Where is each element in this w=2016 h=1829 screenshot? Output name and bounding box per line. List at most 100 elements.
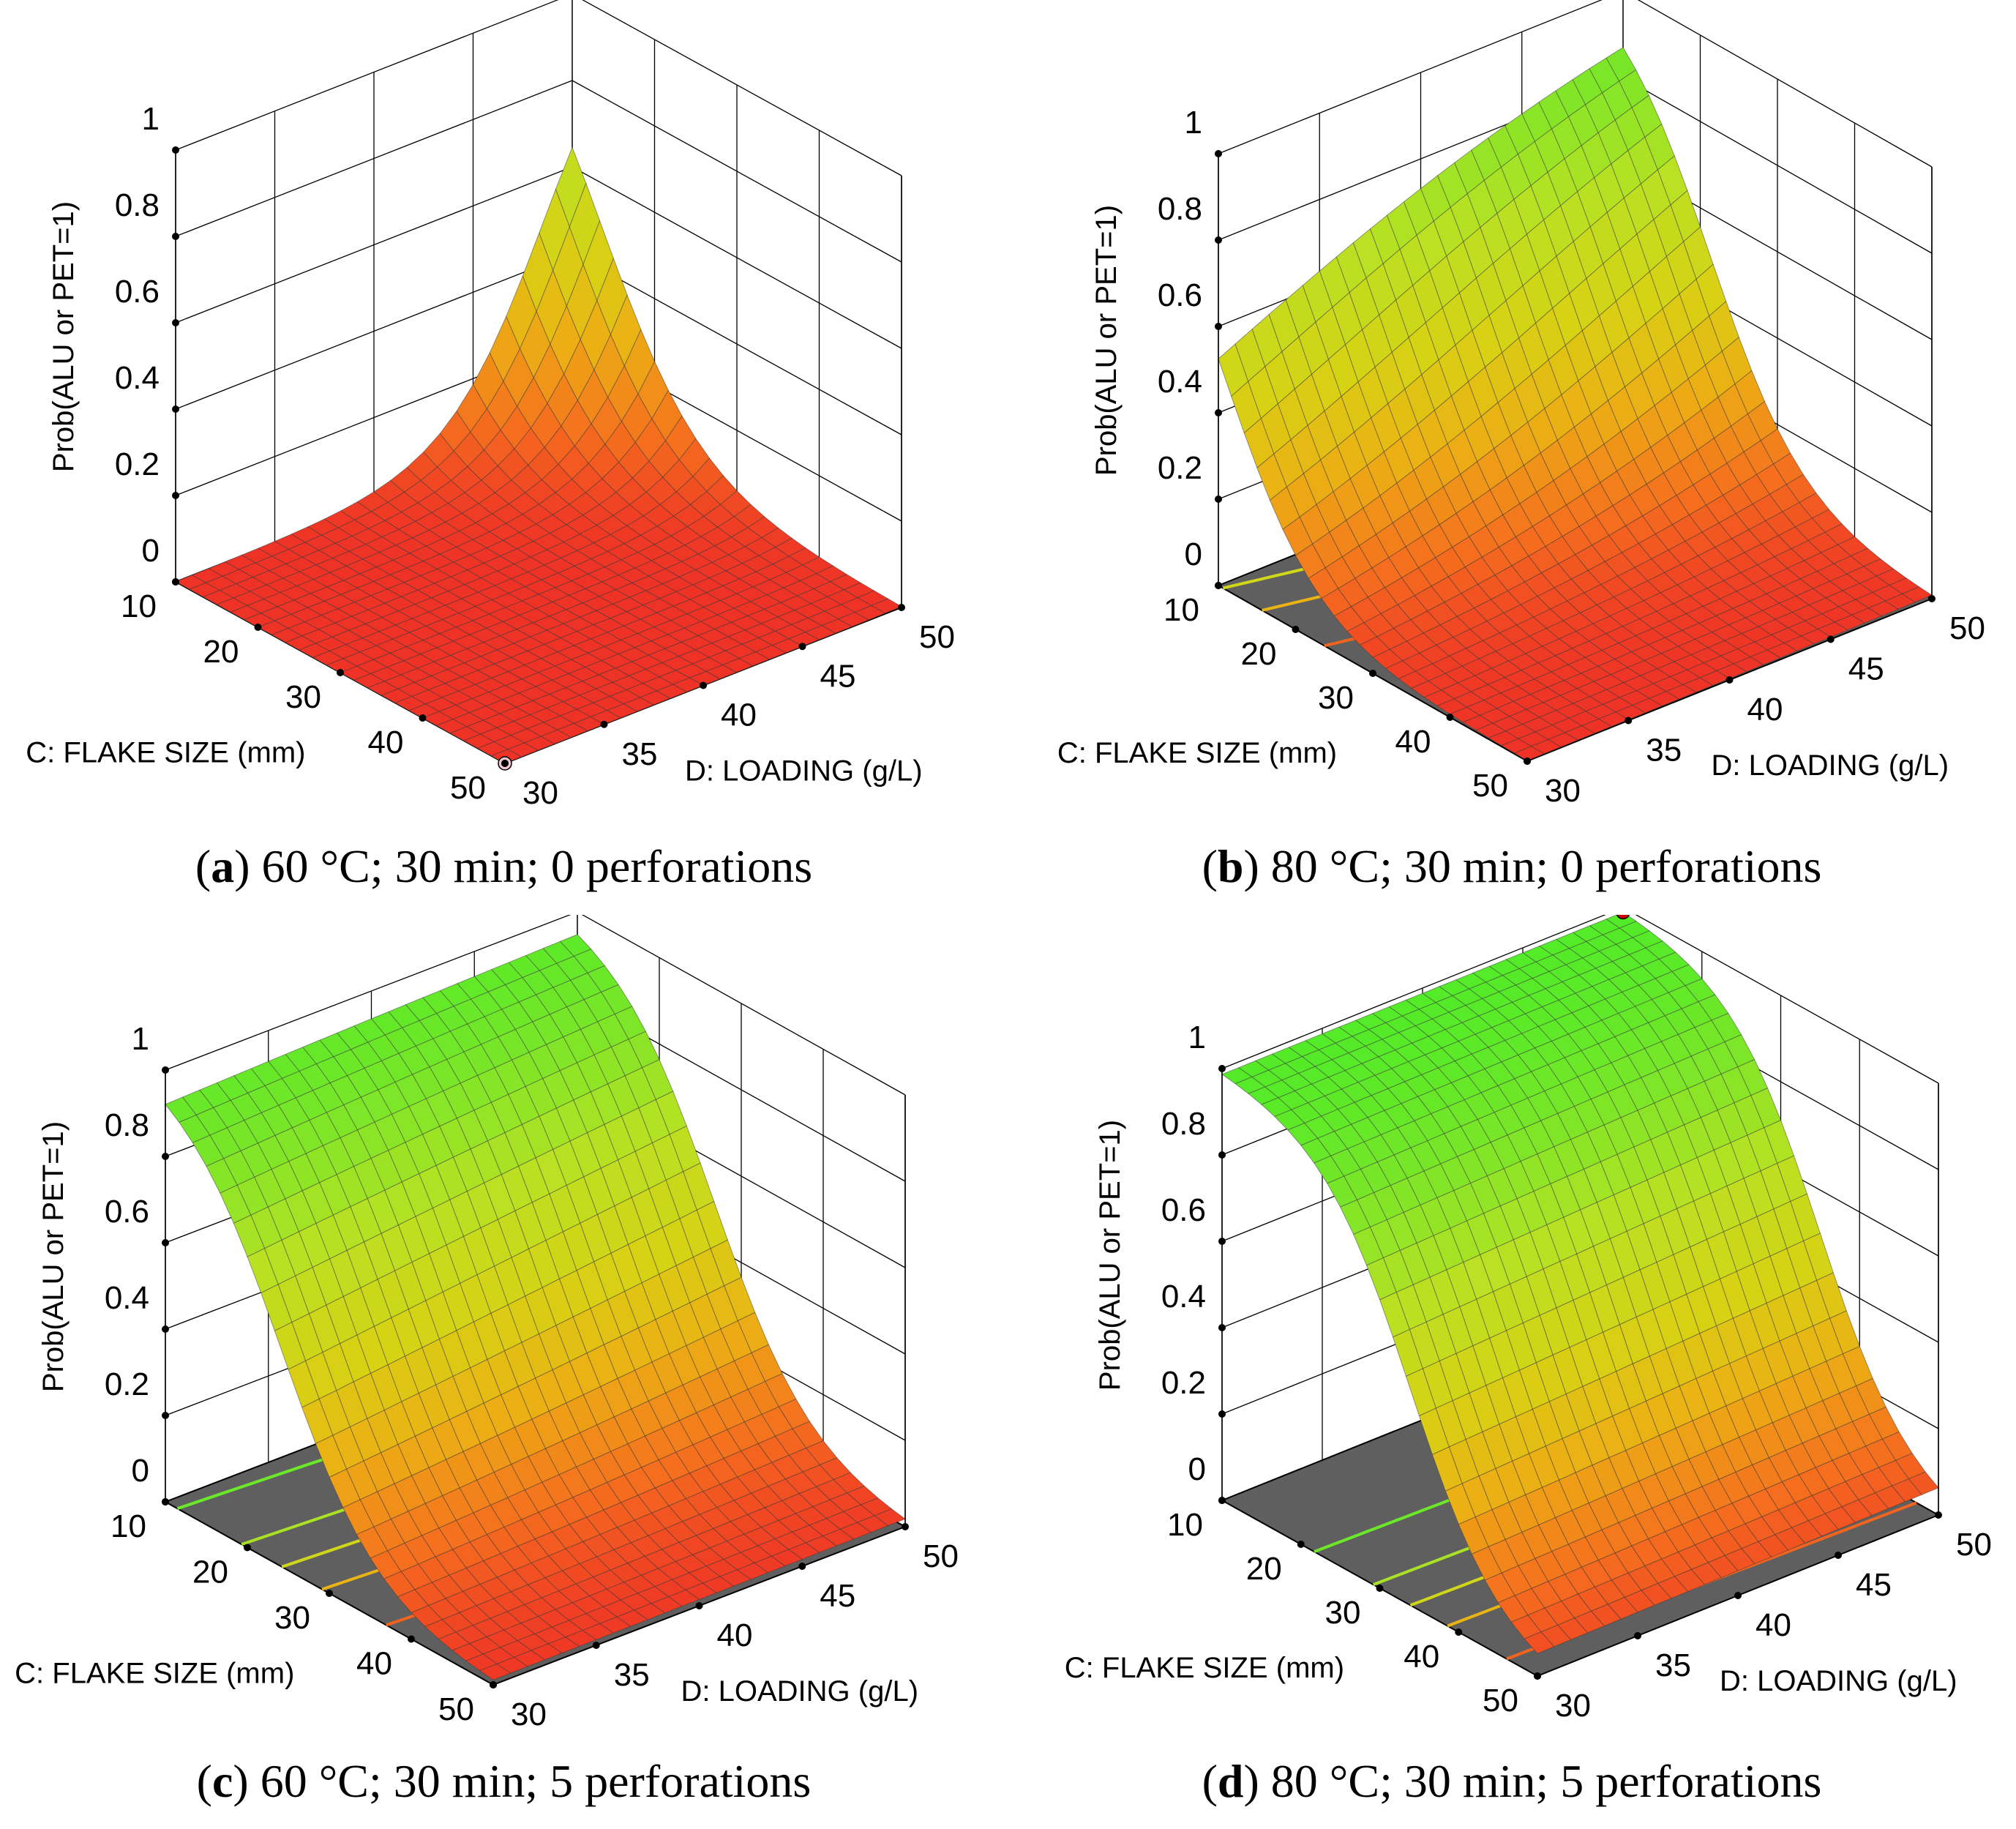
x-tick-label: 10 [1163,592,1199,628]
y-tick-label: 40 [721,697,757,733]
y-tick-label: 45 [820,1578,855,1614]
panel-d-surface [1221,915,1939,1654]
x-axis-label: C: FLAKE SIZE (mm) [26,736,305,768]
x-tick-mark [1292,626,1300,633]
x-axis-label: C: FLAKE SIZE (mm) [1065,1652,1344,1684]
x-tick-label: 30 [1318,680,1354,716]
panel-a-caption: (a) 60 °C; 30 min; 0 perforations [195,840,812,892]
y-tick-label: 45 [1856,1567,1892,1603]
y-tick-mark [798,643,806,651]
y-tick-label: 30 [1555,1688,1591,1724]
z-tick-label: 0.6 [115,274,160,310]
z-tick-label: 0.8 [1158,191,1202,227]
x-tick-label: 30 [1325,1595,1361,1631]
z-tick-mark [162,1239,169,1246]
z-tick-label: 0 [1188,1451,1206,1487]
panel-b-chart: 0 0.2 0.4 0.6 0.8 1 10 20 30 40 50 30 35… [1057,0,1985,892]
panel-a-chart: 0 0.2 0.4 0.6 0.8 1 10 20 30 40 50 30 35… [26,0,955,892]
panel-a-surface [174,146,903,771]
y-tick-label: 35 [1646,733,1682,768]
y-tick-mark [1734,1592,1742,1599]
y-axis-label: D: LOADING (g/L) [1720,1665,1957,1697]
z-tick-mark [162,1153,169,1160]
caption-letter: d [1218,1755,1244,1807]
y-tick-label: 40 [1755,1607,1791,1643]
x-tick-mark [408,1635,415,1643]
y-tick-mark [1935,1511,1942,1519]
y-tick-label: 40 [717,1617,753,1653]
z-tick-mark [1215,323,1222,330]
z-tick-mark [172,233,179,240]
panel-d-front-axes [1218,1065,1942,1680]
y-tick-label: 35 [1655,1647,1691,1683]
x-tick-mark [254,624,262,631]
y-tick-label: 50 [1956,1527,1992,1563]
x-tick-label: 10 [1167,1507,1203,1543]
z-tick-mark [172,405,179,413]
z-tick-label: 0.6 [1158,277,1202,313]
caption-letter: a [211,840,234,892]
z-tick-label: 0.4 [115,360,160,396]
panel-d-caption: (d) 80 °C; 30 min; 5 perforations [1202,1755,1822,1807]
z-tick-label: 0.8 [1161,1106,1206,1142]
z-tick-mark [172,319,179,326]
x-tick-label: 40 [1404,1639,1439,1675]
z-tick-label: 0.4 [1158,364,1202,400]
x-tick-mark [1446,714,1454,721]
back-wall-gridline [165,915,906,1096]
y-tick-label: 30 [522,775,558,811]
x-tick-label: 40 [1395,724,1431,760]
x-tick-mark [162,1498,169,1506]
panel-d-chart: 0 0.2 0.4 0.6 0.8 1 10 20 30 40 50 30 35… [1065,915,1992,1807]
x-tick-label: 10 [121,588,157,624]
y-tick-mark [700,681,707,689]
surface-patch [165,1096,197,1123]
y-tick-mark [695,1602,703,1609]
z-tick-label: 1 [1188,1020,1206,1055]
caption-text: 60 °C; 30 min; 0 perforations [250,840,813,892]
z-tick-mark [1215,495,1222,503]
x-tick-mark [337,669,344,676]
z-tick-label: 0.4 [105,1280,149,1316]
y-tick-label: 30 [511,1697,547,1732]
z-tick-mark [162,1412,169,1419]
z-axis-label: Prob(ALU or PET=1) [37,1121,70,1392]
panel-c-surface [165,934,906,1680]
y-tick-mark [798,1563,806,1570]
y-tick-mark [1634,1632,1641,1639]
z-tick-label: 0.8 [115,187,160,223]
y-tick-mark [600,720,608,728]
z-tick-mark [172,146,179,154]
surface-patch [1218,343,1249,397]
x-tick-label: 30 [274,1600,310,1636]
y-tick-mark [1826,635,1835,643]
y-tick-label: 30 [1545,773,1581,809]
z-axis-label: Prob(ALU or PET=1) [48,201,80,472]
panel-a-front-axes [172,146,905,767]
x-tick-label: 20 [192,1555,228,1590]
z-tick-label: 1 [1185,105,1202,141]
z-tick-mark [1218,1410,1226,1418]
z-tick-label: 0 [142,533,160,569]
z-tick-label: 0.8 [105,1107,149,1143]
y-tick-label: 45 [1848,651,1884,687]
panel-c-caption: (c) 60 °C; 30 min; 5 perforations [197,1755,812,1807]
surface-patch [1221,1067,1253,1085]
panel-c-chart: 0 0.2 0.4 0.6 0.8 1 10 20 30 40 50 30 35… [15,915,959,1807]
x-tick-mark [1376,1585,1384,1592]
z-tick-label: 1 [132,1021,149,1057]
z-tick-mark [1215,150,1222,157]
x-tick-label: 10 [110,1508,146,1544]
z-axis-label: Prob(ALU or PET=1) [1090,205,1123,476]
x-axis-label: C: FLAKE SIZE (mm) [15,1658,294,1690]
y-axis-label: D: LOADING (g/L) [1712,749,1949,782]
panel-b-front-axes [1215,150,1936,765]
panel-a-labels: 0 0.2 0.4 0.6 0.8 1 10 20 30 40 50 30 35… [26,101,955,892]
y-tick-mark [501,760,509,767]
x-tick-mark [172,578,179,586]
z-tick-mark [172,492,179,499]
z-tick-label: 0.2 [1161,1365,1206,1401]
back-wall-gridline [175,0,902,176]
y-axis-label: D: LOADING (g/L) [685,755,923,788]
y-tick-mark [1928,595,1936,602]
